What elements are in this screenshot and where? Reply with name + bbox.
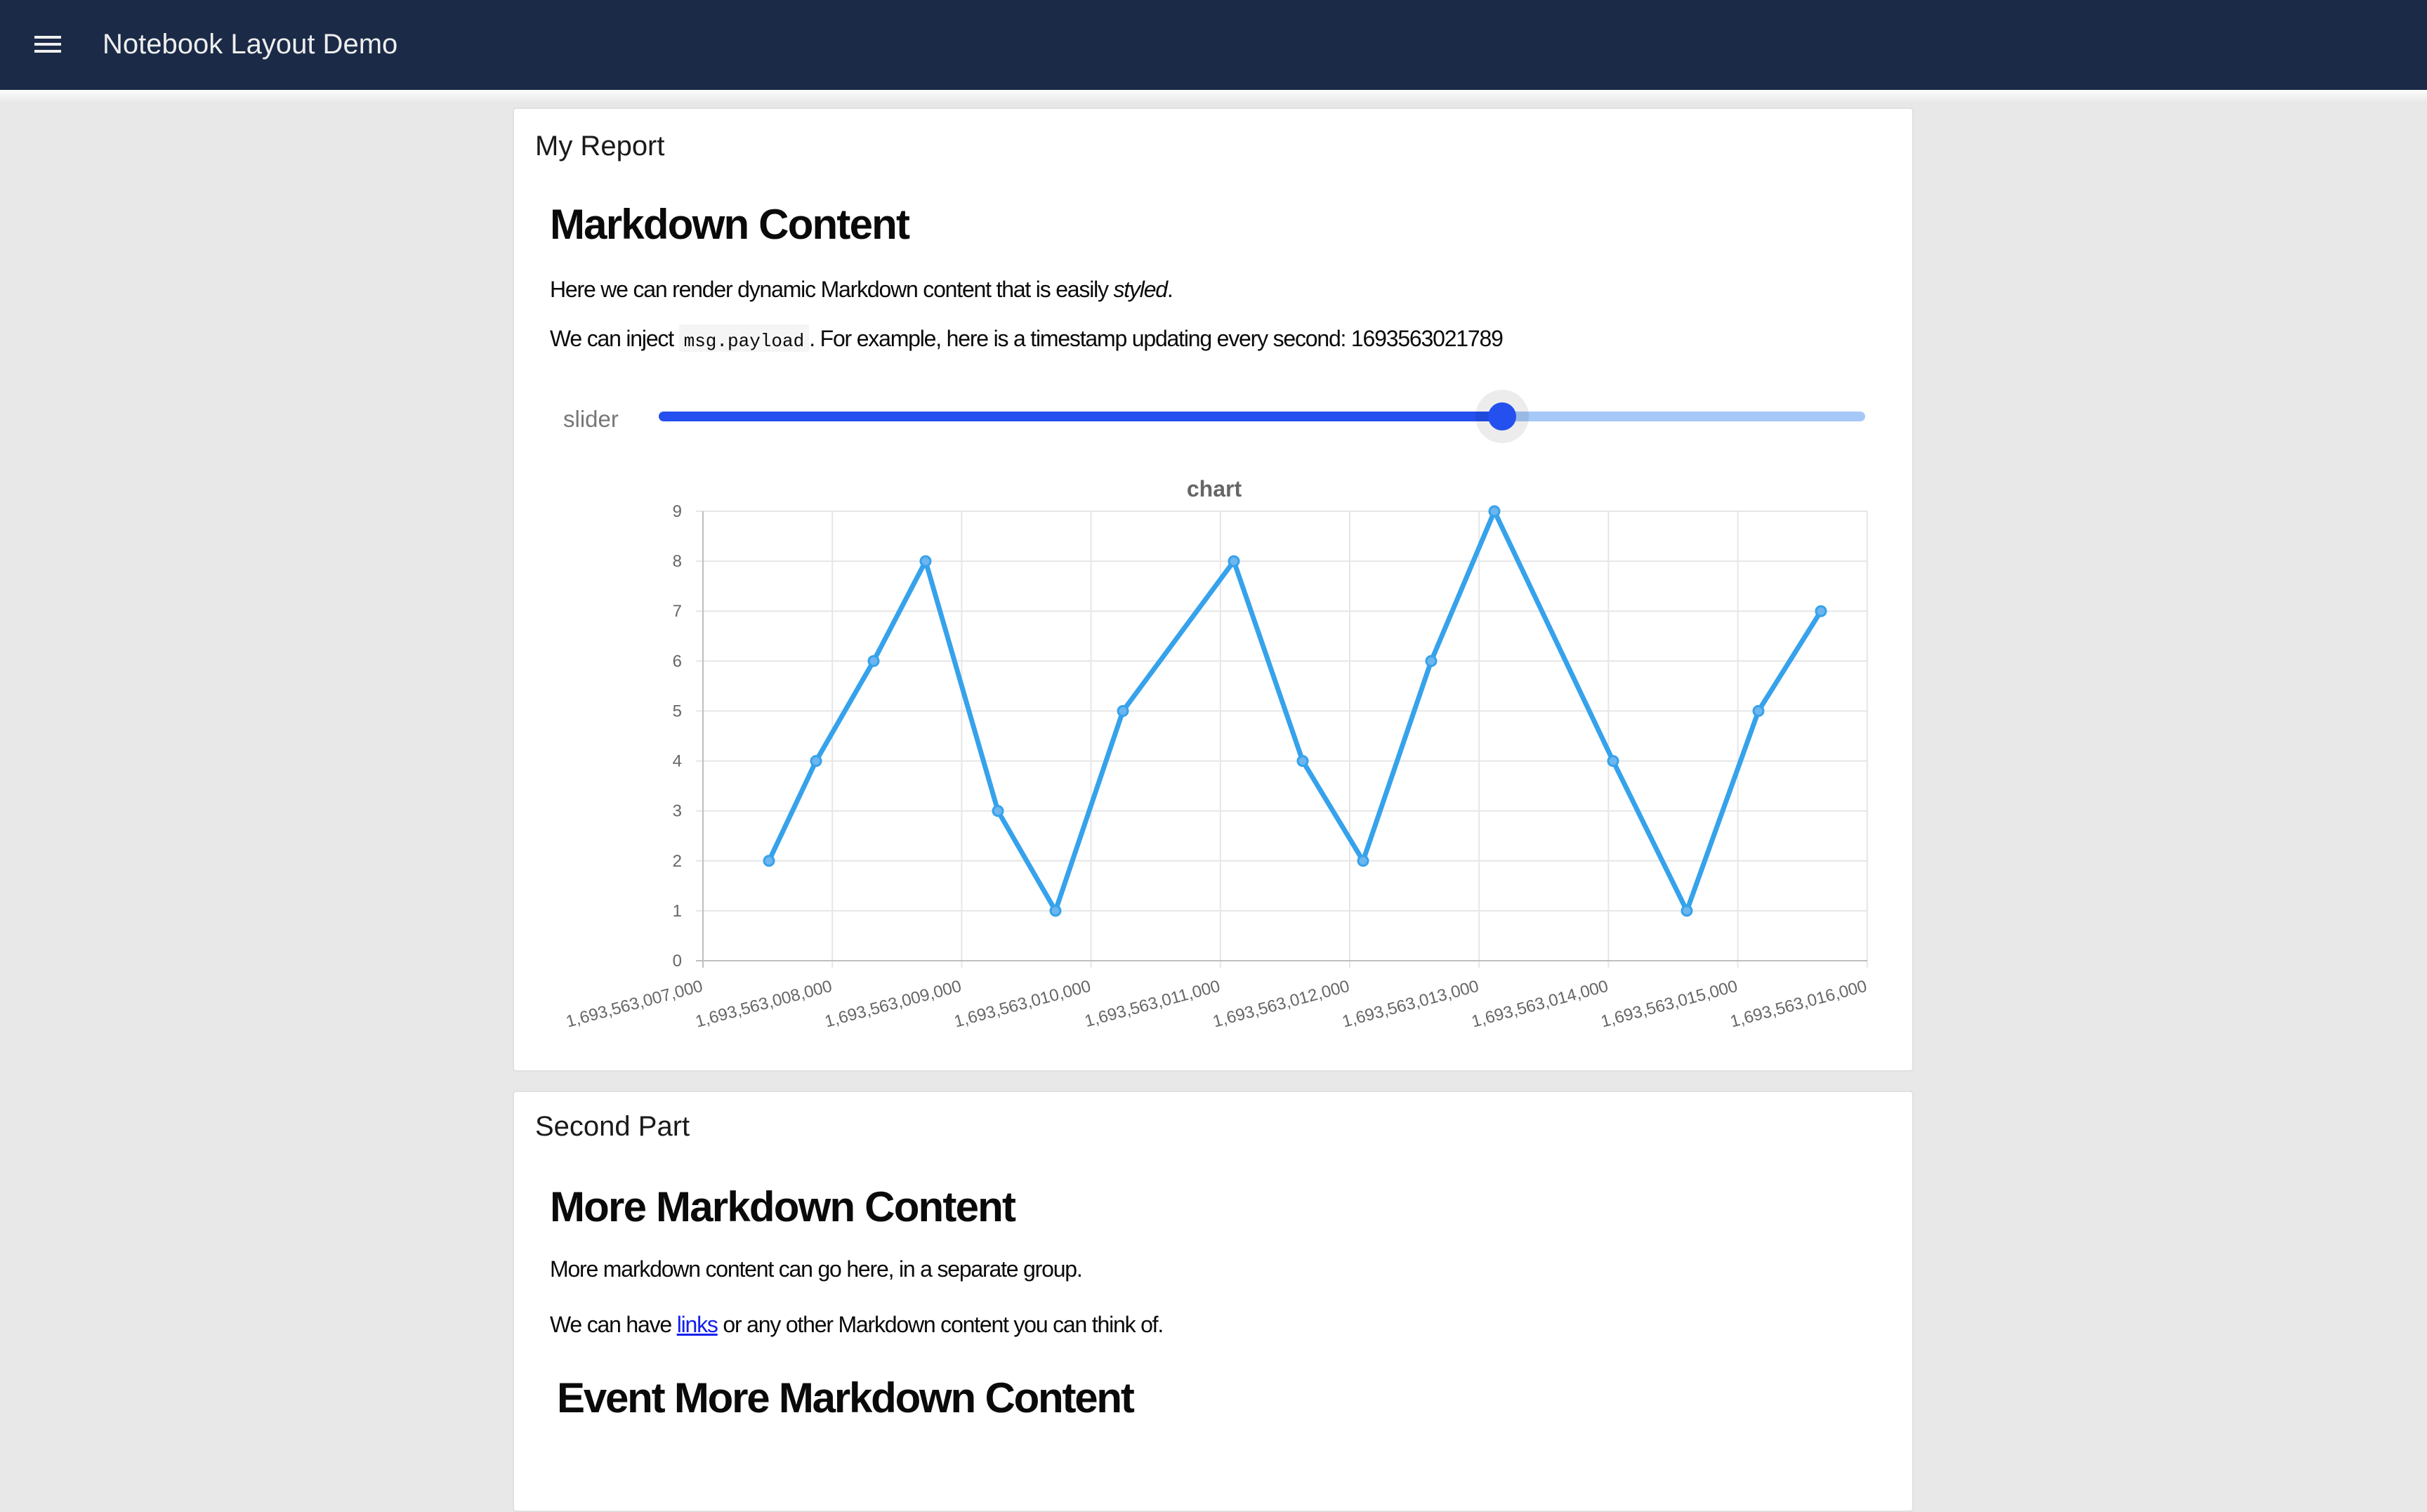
- svg-text:9: 9: [673, 502, 682, 521]
- svg-text:1,693,563,012,000: 1,693,563,012,000: [1211, 977, 1351, 1032]
- svg-text:1,693,563,009,000: 1,693,563,009,000: [823, 977, 963, 1032]
- svg-text:6: 6: [673, 652, 682, 671]
- svg-text:3: 3: [673, 802, 682, 821]
- svg-text:8: 8: [673, 552, 682, 571]
- svg-text:1,693,563,008,000: 1,693,563,008,000: [693, 977, 834, 1032]
- svg-text:1,693,563,007,000: 1,693,563,007,000: [564, 977, 704, 1032]
- svg-text:1,693,563,010,000: 1,693,563,010,000: [952, 977, 1093, 1032]
- svg-text:7: 7: [673, 602, 682, 621]
- svg-text:0: 0: [673, 952, 682, 971]
- svg-text:1,693,563,013,000: 1,693,563,013,000: [1340, 977, 1480, 1032]
- svg-text:5: 5: [673, 702, 682, 721]
- svg-text:1,693,563,015,000: 1,693,563,015,000: [1599, 977, 1739, 1032]
- svg-text:chart: chart: [1187, 476, 1242, 501]
- svg-text:1: 1: [673, 902, 682, 921]
- svg-text:1,693,563,016,000: 1,693,563,016,000: [1728, 977, 1869, 1032]
- svg-text:2: 2: [673, 852, 682, 871]
- svg-text:4: 4: [673, 752, 682, 771]
- svg-text:1,693,563,014,000: 1,693,563,014,000: [1470, 977, 1610, 1032]
- svg-text:1,693,563,011,000: 1,693,563,011,000: [1083, 977, 1223, 1031]
